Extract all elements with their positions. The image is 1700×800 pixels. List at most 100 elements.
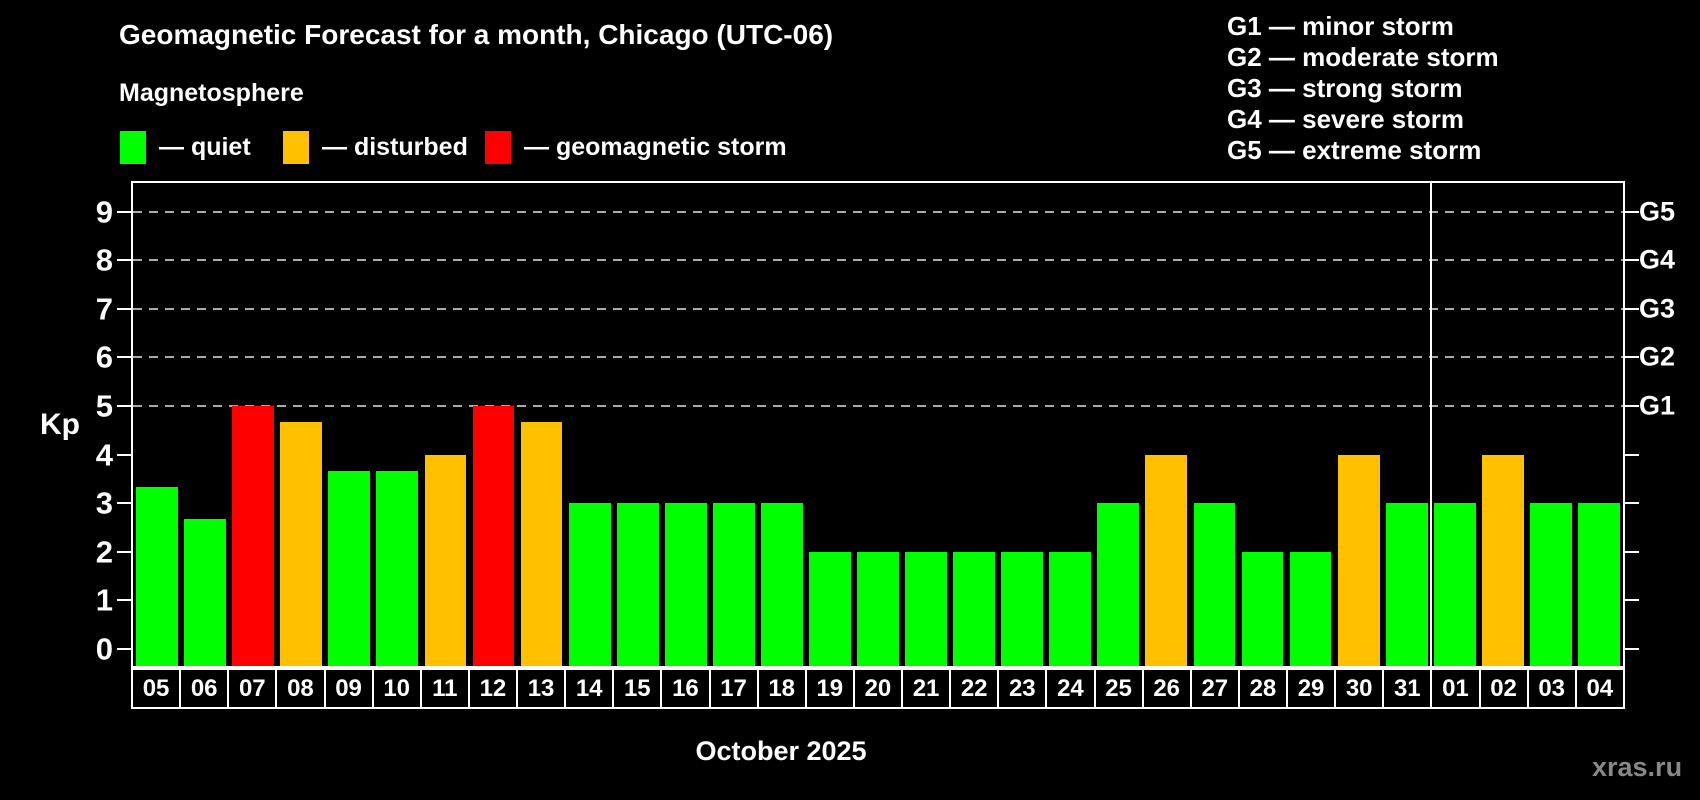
- bar-day-07: [232, 406, 275, 666]
- g-legend-line-4: G4 — severe storm: [1227, 104, 1465, 134]
- bar-day-08: [280, 422, 323, 666]
- bar-slot-22: [950, 183, 998, 666]
- bar-day-29: [1289, 551, 1332, 666]
- bar-day-20: [857, 551, 899, 666]
- bar-slot-17: [710, 183, 758, 666]
- bar-slot-11: [421, 183, 469, 666]
- x-axis-title: October 2025: [695, 736, 867, 766]
- bar-slot-09: [325, 183, 373, 666]
- y-tick-right-0: [1625, 647, 1639, 650]
- bar-day-21: [905, 551, 947, 666]
- day-label-05: 05: [131, 668, 182, 709]
- bar-slot-10: [373, 183, 421, 666]
- y-tick-right-3: [1625, 502, 1639, 505]
- bar-slot-23: [998, 183, 1046, 666]
- y-tick-right-6: [1625, 356, 1639, 359]
- watermark: xras.ru: [1592, 752, 1683, 782]
- bar-slot-25: [1094, 183, 1142, 666]
- bar-slot-08: [277, 183, 325, 666]
- y-tick-label-0: 0: [95, 631, 113, 667]
- bar-slot-13: [518, 183, 566, 666]
- bar-day-27: [1193, 503, 1236, 666]
- day-label-29: 29: [1286, 668, 1337, 709]
- g-scale-legend: G1 — minor storm G2 — moderate storm G3 — …: [1227, 11, 1499, 166]
- bar-slot-29: [1287, 183, 1335, 666]
- legend-label-disturbed: — disturbed: [322, 133, 468, 161]
- y-tick-left-3: [117, 502, 131, 505]
- y-tick-left-7: [117, 307, 131, 310]
- bar-day-28: [1241, 551, 1284, 666]
- y-tick-left-6: [117, 356, 131, 359]
- bar-day-26: [1145, 454, 1188, 666]
- bar-day-13: [520, 422, 563, 666]
- bar-slot-05: [133, 183, 181, 666]
- day-label-03: 03: [1526, 668, 1577, 709]
- day-label-13: 13: [516, 668, 567, 709]
- y-axis-title: Kp: [40, 408, 80, 441]
- bar-day-04: [1578, 503, 1620, 666]
- day-label-21: 21: [901, 668, 952, 709]
- g-axis-label-G1: G1: [1639, 390, 1676, 421]
- day-label-08: 08: [275, 668, 326, 709]
- day-label-23: 23: [997, 668, 1048, 709]
- day-label-10: 10: [371, 668, 422, 709]
- y-tick-right-4: [1625, 453, 1639, 456]
- bar-slot-18: [758, 183, 806, 666]
- legend-label-quiet: — quiet: [159, 133, 251, 161]
- y-tick-right-5: [1625, 405, 1639, 408]
- day-label-01: 01: [1430, 668, 1481, 709]
- y-tick-label-5: 5: [95, 388, 113, 424]
- bar-day-02: [1481, 454, 1524, 666]
- day-label-04: 04: [1574, 668, 1625, 709]
- y-tick-right-2: [1625, 550, 1639, 553]
- legend-label-storm: — geomagnetic storm: [524, 133, 787, 161]
- bar-slot-21: [902, 183, 950, 666]
- gridline-kp-9: [133, 210, 1623, 213]
- legend-title: Magnetosphere: [119, 79, 304, 107]
- bar-slot-26: [1142, 183, 1190, 666]
- y-tick-left-0: [117, 647, 131, 650]
- bar-slot-06: [181, 183, 229, 666]
- bar-day-30: [1337, 454, 1380, 666]
- bar-slot-15: [614, 183, 662, 666]
- bar-day-15: [616, 503, 659, 666]
- legend-swatch-disturbed: [283, 131, 309, 164]
- day-label-15: 15: [612, 668, 663, 709]
- bar-day-10: [376, 470, 419, 666]
- day-label-02: 02: [1478, 668, 1529, 709]
- y-tick-label-7: 7: [95, 291, 113, 327]
- bar-slot-20: [854, 183, 902, 666]
- g-axis-label-G5: G5: [1639, 196, 1676, 227]
- bar-slot-12: [469, 183, 517, 666]
- bar-day-03: [1529, 503, 1572, 666]
- day-label-27: 27: [1189, 668, 1240, 709]
- bar-day-23: [1001, 551, 1044, 666]
- bar-day-01: [1433, 503, 1476, 666]
- y-tick-left-1: [117, 599, 131, 602]
- y-tick-label-9: 9: [95, 194, 113, 230]
- day-label-09: 09: [323, 668, 374, 709]
- bar-day-06: [184, 519, 226, 666]
- y-tick-right-9: [1625, 210, 1639, 213]
- g-axis-label-G2: G2: [1639, 341, 1676, 372]
- bar-slot-27: [1190, 183, 1238, 666]
- chart-title: Geomagnetic Forecast for a month, Chicag…: [119, 19, 834, 50]
- y-tick-label-1: 1: [95, 582, 113, 618]
- day-label-14: 14: [564, 668, 615, 709]
- bars-container: [133, 183, 1623, 666]
- bar-day-25: [1097, 503, 1140, 666]
- bar-day-16: [664, 503, 707, 666]
- g-axis-label-G4: G4: [1639, 244, 1676, 275]
- y-tick-label-4: 4: [95, 437, 113, 473]
- bar-day-22: [953, 551, 995, 666]
- day-label-06: 06: [179, 668, 230, 709]
- bar-day-24: [1049, 551, 1092, 666]
- day-label-20: 20: [852, 668, 903, 709]
- legend-item-storm: — geomagnetic storm: [485, 130, 787, 165]
- y-tick-right-8: [1625, 259, 1639, 262]
- day-label-11: 11: [419, 668, 470, 709]
- gridline-kp-5: [133, 405, 1623, 408]
- legend-swatch-quiet: [120, 131, 146, 164]
- bar-slot-28: [1238, 183, 1286, 666]
